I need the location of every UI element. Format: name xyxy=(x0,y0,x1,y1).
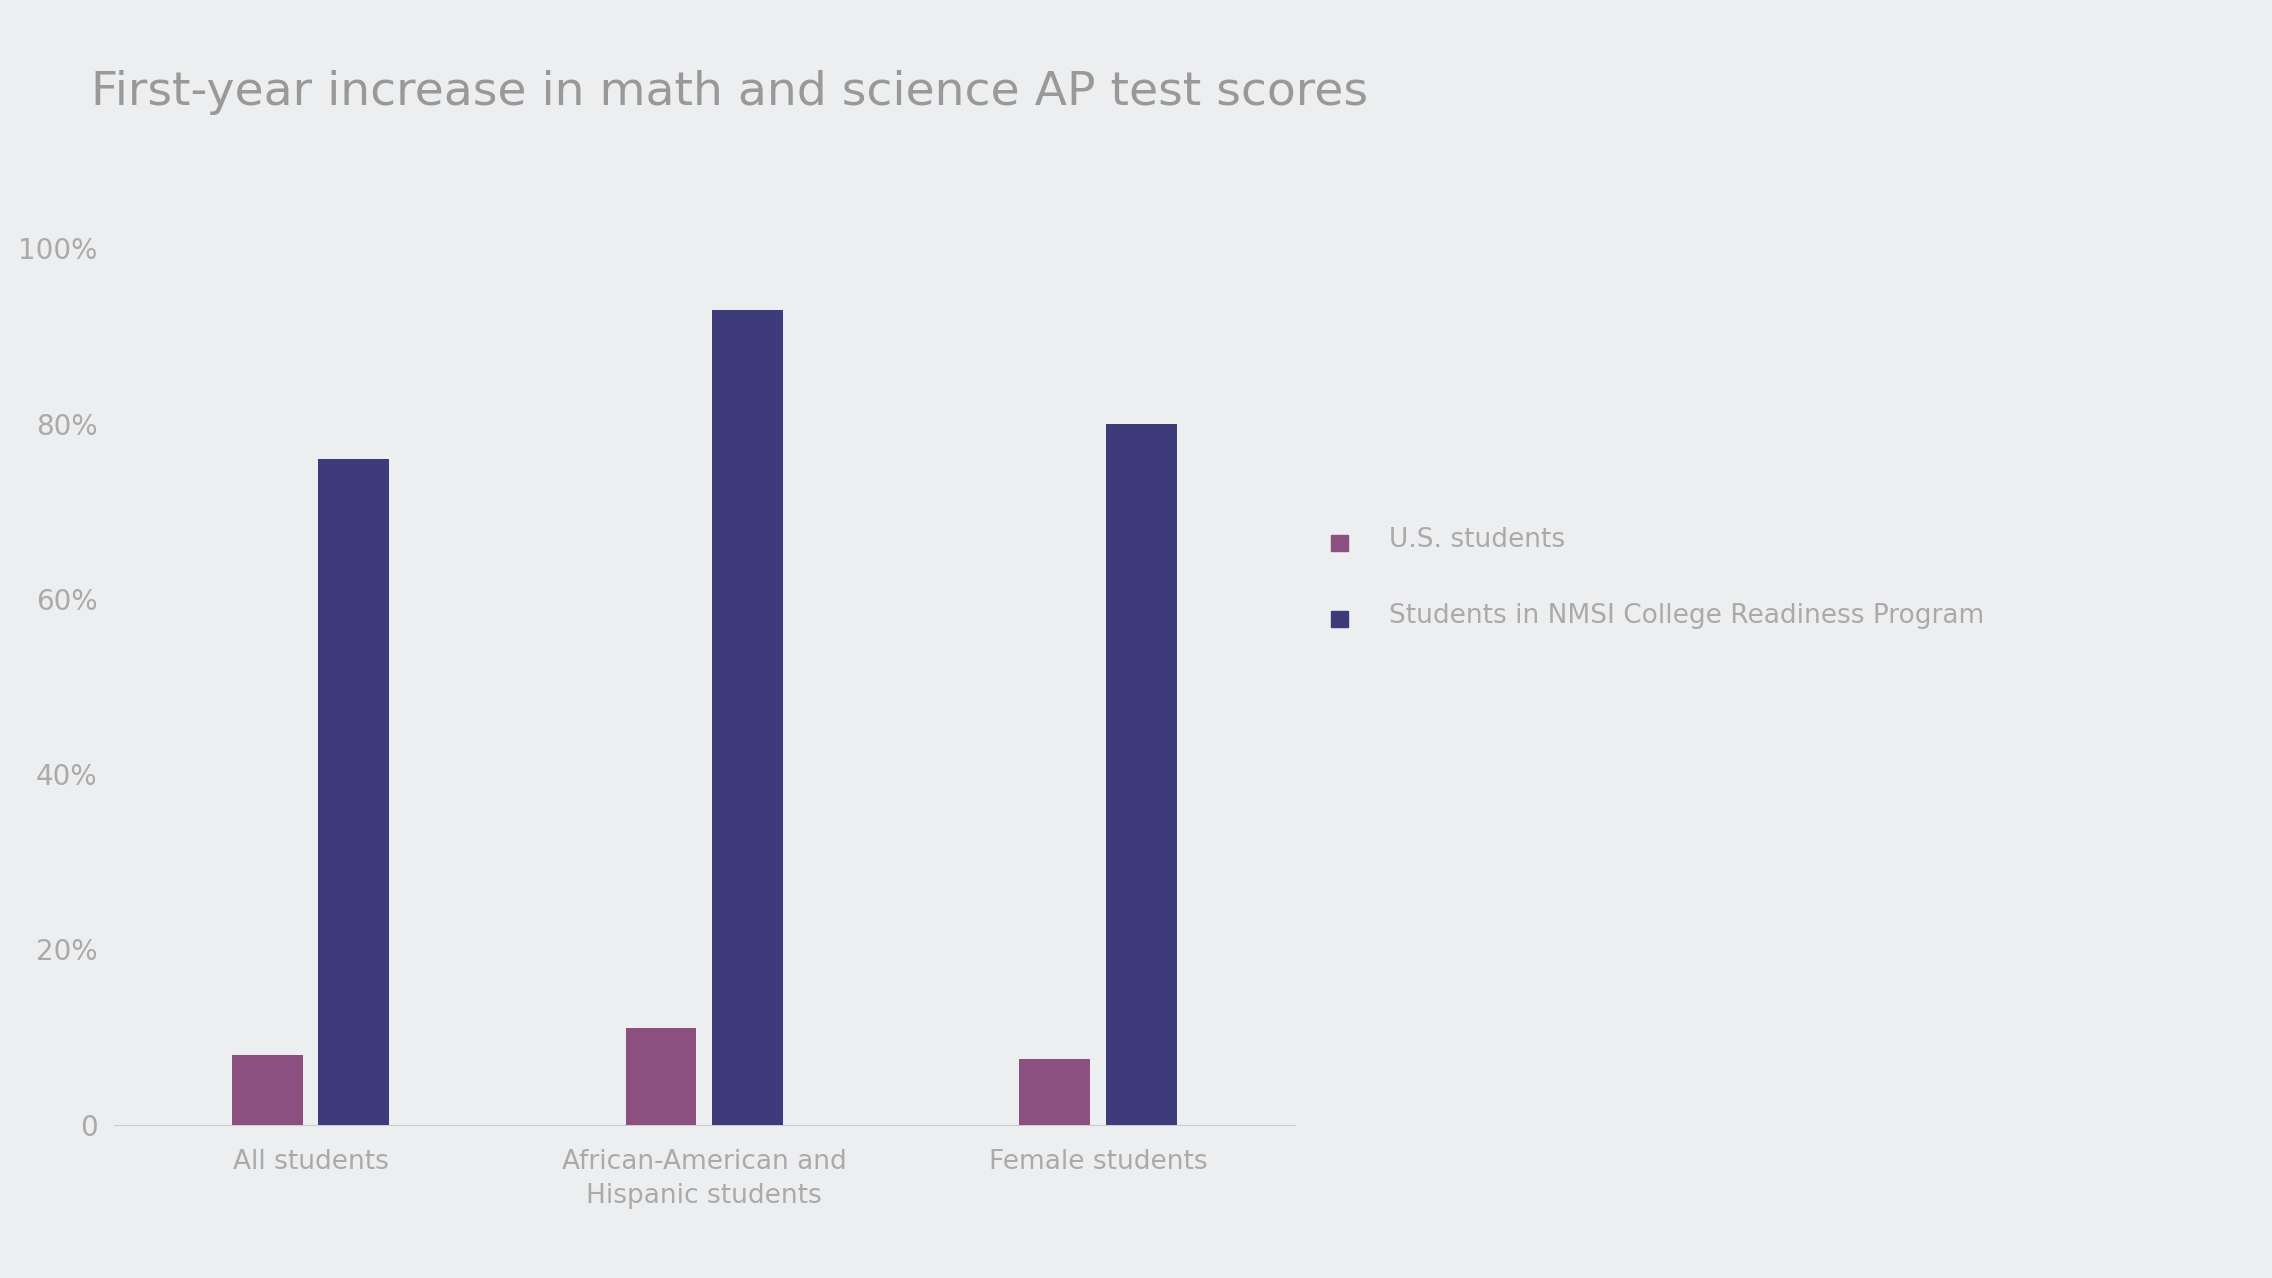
Bar xyxy=(1106,423,1177,1125)
Bar xyxy=(1020,1059,1091,1125)
Bar xyxy=(318,459,389,1125)
Bar xyxy=(625,1029,698,1125)
Legend: U.S. students, Students in NMSI College Readiness Program: U.S. students, Students in NMSI College … xyxy=(1331,524,1983,629)
Bar xyxy=(232,1054,302,1125)
Bar xyxy=(711,309,784,1125)
Text: First-year increase in math and science AP test scores: First-year increase in math and science … xyxy=(91,70,1368,115)
